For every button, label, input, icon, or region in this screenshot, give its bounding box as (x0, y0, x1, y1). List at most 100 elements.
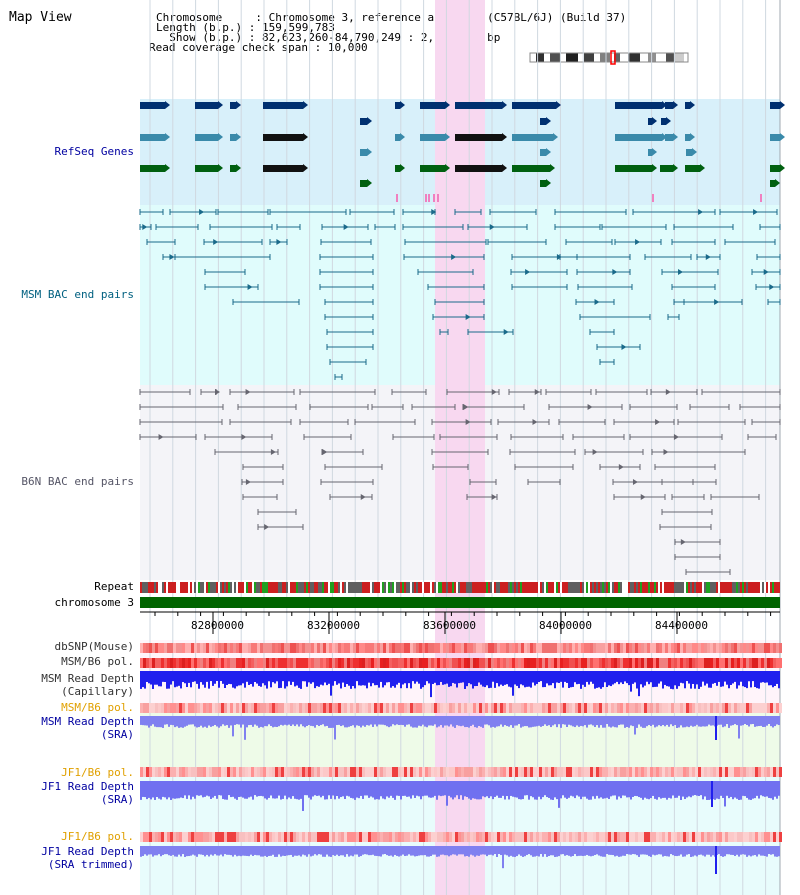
repeat-segment (778, 582, 780, 593)
depth-bar (432, 846, 434, 855)
depth-bar (198, 716, 200, 728)
bac-end-arrow (763, 269, 769, 275)
depth-bar (372, 671, 374, 684)
heat-cell (275, 658, 278, 668)
depth-bar (632, 671, 634, 684)
depth-bar (670, 671, 672, 689)
heat-cell (758, 703, 761, 713)
heat-cell (698, 658, 701, 668)
heat-cell (389, 658, 392, 668)
depth-bar (636, 716, 638, 728)
depth-bar (688, 716, 690, 728)
heat-cell (410, 832, 413, 842)
heat-cell (410, 767, 413, 777)
depth-bar (198, 671, 200, 689)
depth-bar (276, 781, 278, 799)
repeat-segment (238, 582, 240, 593)
heat-cell (728, 658, 731, 668)
heat-cell (680, 767, 683, 777)
depth-bar (474, 846, 476, 857)
depth-bar (444, 846, 446, 856)
repeat-segment (274, 582, 276, 593)
depth-bar (538, 781, 540, 797)
repeat-segment (678, 582, 680, 593)
heat-cell (419, 658, 422, 668)
heat-cell (566, 658, 569, 668)
heat-cell (599, 658, 602, 668)
depth-bar (164, 846, 166, 855)
bac-end-arrow (245, 479, 251, 485)
depth-bar (148, 716, 150, 728)
heat-cell (752, 832, 755, 842)
repeat-segment (760, 582, 762, 593)
heat-cell (716, 703, 719, 713)
depth-bar (232, 781, 234, 797)
depth-bar (690, 846, 692, 857)
heat-cell (605, 767, 608, 777)
heat-cell (614, 643, 617, 653)
depth-bar (604, 716, 606, 728)
heat-cell (644, 658, 647, 668)
label-b6n-bac[interactable]: B6N BAC end pairs (21, 475, 134, 488)
heat-cell (563, 832, 566, 842)
heat-cell (458, 643, 461, 653)
repeat-segment (636, 582, 638, 593)
gene-feature (455, 165, 502, 172)
repeat-segment (442, 582, 444, 593)
depth-bar (554, 781, 556, 798)
depth-bar (328, 716, 330, 728)
repeat-segment (756, 582, 758, 593)
heat-cell (317, 832, 320, 842)
depth-bar (658, 671, 660, 684)
heat-cell (461, 643, 464, 653)
depth-bar (540, 846, 542, 855)
gene-feature (230, 165, 236, 172)
heat-cell (653, 767, 656, 777)
heat-cell (230, 658, 233, 668)
depth-bar (450, 846, 452, 856)
repeat-segment (232, 582, 234, 593)
heat-cell (461, 832, 464, 842)
repeat-segment (334, 582, 336, 593)
depth-bar (170, 846, 172, 856)
gene-feature (140, 102, 165, 109)
heat-cell (770, 643, 773, 653)
heat-cell (725, 658, 728, 668)
depth-bar (770, 671, 772, 686)
chromosome-bar (140, 597, 780, 608)
repeat-segment (378, 582, 380, 593)
gene-strand-arrow (546, 179, 551, 187)
depth-bar (674, 846, 676, 856)
heat-cell (191, 767, 194, 777)
depth-bar (164, 781, 166, 798)
depth-bar (216, 846, 218, 856)
label-refseq-genes[interactable]: RefSeq Genes (54, 145, 134, 158)
heat-cell (356, 643, 359, 653)
heat-cell (380, 703, 383, 713)
heat-cell (767, 767, 770, 777)
repeat-segment (358, 582, 360, 593)
depth-bar (268, 846, 270, 856)
depth-bar (152, 781, 154, 798)
heat-cell (215, 643, 218, 653)
depth-bar (528, 846, 530, 855)
repeat-segment (716, 582, 718, 593)
depth-bar (150, 716, 152, 726)
heat-cell (674, 658, 677, 668)
depth-bar (360, 671, 362, 686)
heat-cell (455, 832, 458, 842)
depth-bar (776, 671, 778, 684)
depth-bar (492, 781, 494, 800)
repeat-segment (144, 582, 146, 593)
gene-strand-arrow (400, 133, 405, 141)
heat-cell (773, 658, 776, 668)
heat-cell (563, 643, 566, 653)
depth-bar (514, 671, 516, 685)
gene-strand-arrow (550, 164, 555, 172)
heat-cell (257, 658, 260, 668)
depth-bar (488, 846, 490, 855)
label-msm-bac[interactable]: MSM BAC end pairs (21, 288, 134, 301)
heat-cell (683, 703, 686, 713)
depth-bar (228, 671, 230, 684)
